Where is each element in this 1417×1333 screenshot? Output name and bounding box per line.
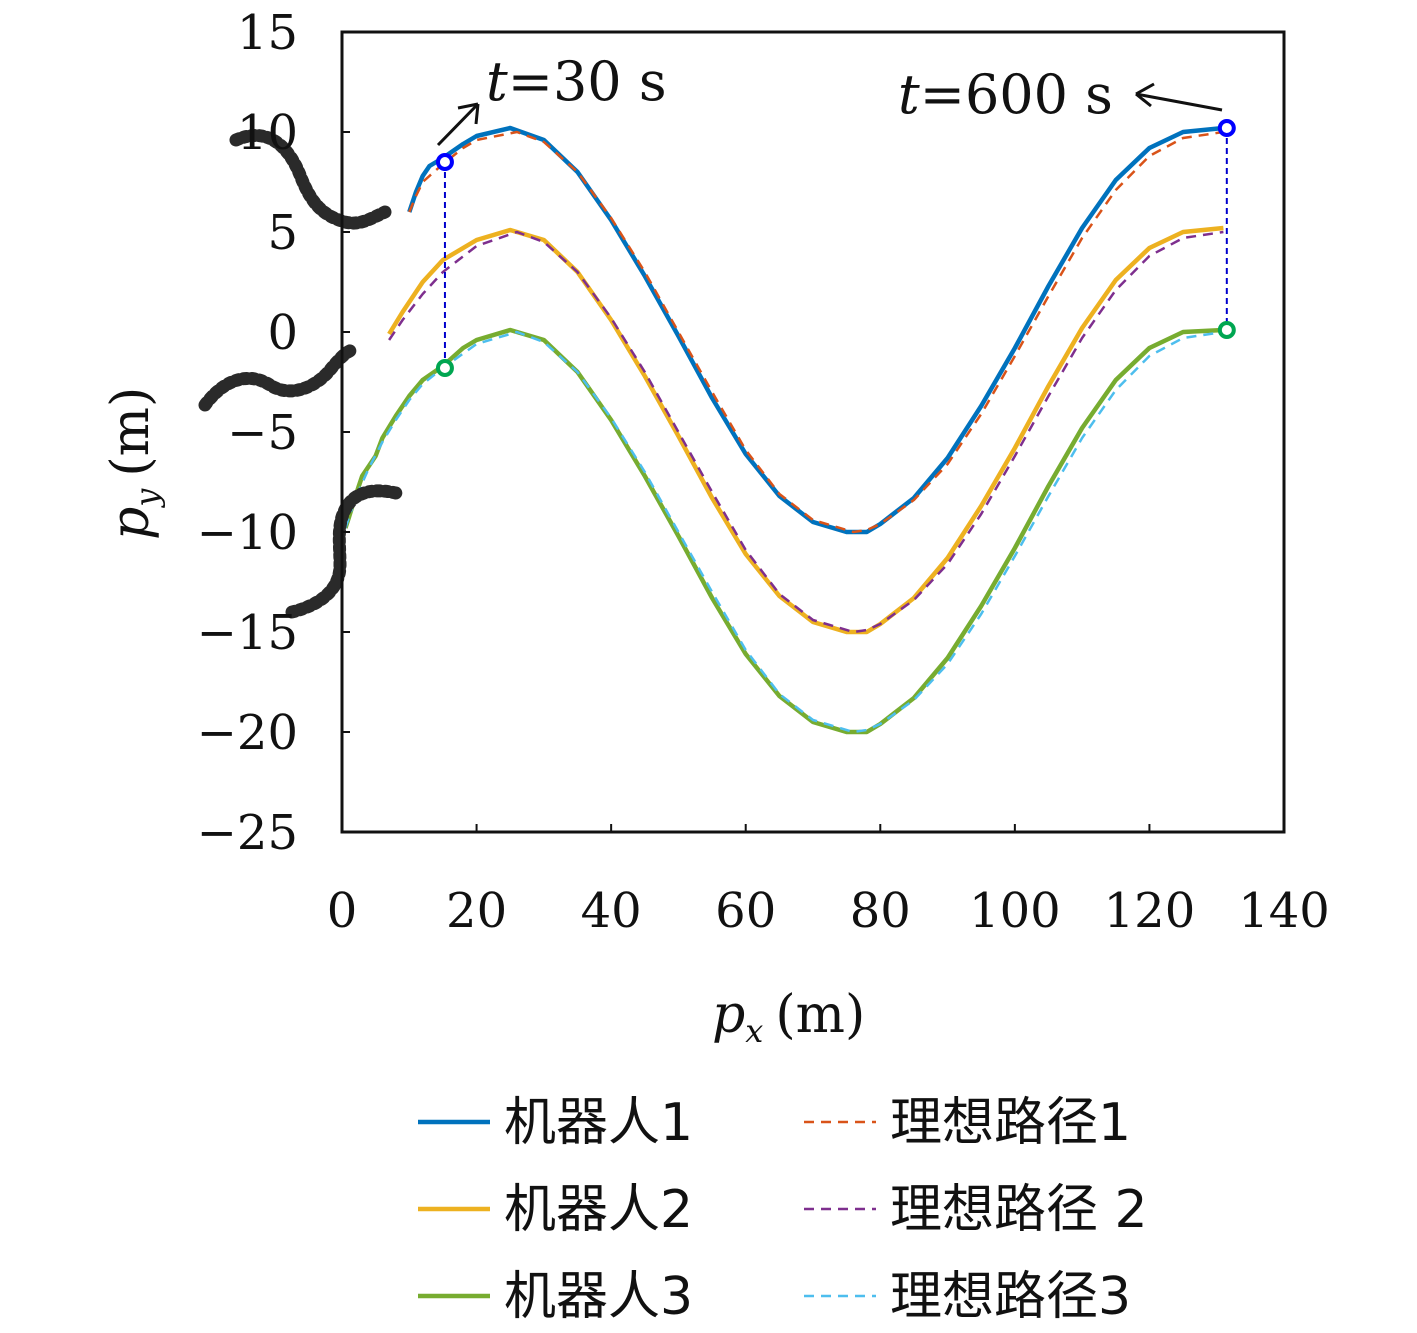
x-axis-label: px (m): [712, 985, 865, 1050]
y-tick-label: 10: [237, 105, 298, 161]
y-tick-label: 0: [267, 305, 298, 361]
legend: 机器人1 理想路径1 机器人2 理想路径 2 机器人3 理想路径3: [418, 1093, 1148, 1327]
series-line-5: [388, 230, 1224, 634]
axis-ticks: 0 20 40 60 80 100 120 140 15 10 5 0 −5 −10 −15 −20 −25: [197, 5, 1330, 939]
legend-label: 机器人1: [504, 1093, 693, 1153]
y-axis-label-sub: y: [128, 488, 166, 509]
annotation-label-30s: t=30 s: [486, 50, 667, 113]
annotation-arrowhead-30s: [457, 102, 480, 125]
y-tick-label: −10: [197, 505, 298, 561]
x-tick-label: 20: [446, 883, 507, 939]
series-line-1: [407, 125, 1224, 535]
series-line-3: [343, 327, 1224, 735]
y-axis-label: py (m): [101, 387, 166, 540]
annotation-t-600s: t: [898, 63, 920, 126]
legend-label: 机器人3: [504, 1267, 693, 1327]
snake-robot-1-icon: [229, 129, 392, 230]
time-marker: [1217, 119, 1236, 137]
annotation-arrow-600s: [1135, 92, 1223, 112]
x-axis-label-sub: x: [745, 1012, 763, 1050]
time-marker: [1217, 321, 1236, 339]
y-tick-label: −5: [227, 405, 298, 461]
x-tick-label: 100: [969, 883, 1061, 939]
y-tick-label: −15: [197, 605, 298, 661]
legend-label: 理想路径1: [890, 1093, 1131, 1153]
time-markers: [435, 119, 1236, 377]
x-tick-label: 120: [1104, 883, 1196, 939]
y-tick-label: 15: [237, 5, 298, 61]
legend-label: 理想路径3: [890, 1267, 1131, 1327]
annotation-arrowhead-600s: [1135, 82, 1155, 108]
series-line-4: [408, 130, 1224, 534]
x-tick-label: 140: [1238, 883, 1330, 939]
series-line-6: [344, 330, 1224, 734]
y-axis-label-p: p: [101, 507, 161, 540]
series-line-2: [387, 225, 1224, 635]
annotation-label-600s: t=600 s: [898, 63, 1113, 126]
x-axis-label-p: p: [712, 985, 745, 1045]
annotation-t-30s: t: [486, 50, 508, 113]
y-tick-label: −20: [197, 705, 298, 761]
time-marker: [435, 359, 454, 377]
plot-lines: [343, 125, 1224, 735]
x-tick-label: 80: [850, 883, 911, 939]
snake-robot-3-icon: [285, 484, 407, 619]
annotation-rest-30s: =30 s: [508, 50, 667, 113]
legend-label: 理想路径 2: [890, 1180, 1148, 1240]
y-tick-label: 5: [267, 205, 298, 261]
x-axis-label-unit: (m): [775, 985, 865, 1045]
y-tick-label: −25: [197, 805, 298, 861]
x-tick-label: 40: [581, 883, 642, 939]
annotation-rest-600s: =600 s: [920, 63, 1113, 126]
time-marker: [435, 153, 454, 171]
x-tick-label: 60: [715, 883, 776, 939]
legend-label: 机器人2: [504, 1180, 693, 1240]
annotation-arrow-30s: [436, 102, 480, 147]
time-annotations: t=30 s t=600 s: [436, 50, 1223, 147]
x-tick-label: 0: [327, 883, 358, 939]
y-axis-label-unit: (m): [101, 387, 161, 477]
